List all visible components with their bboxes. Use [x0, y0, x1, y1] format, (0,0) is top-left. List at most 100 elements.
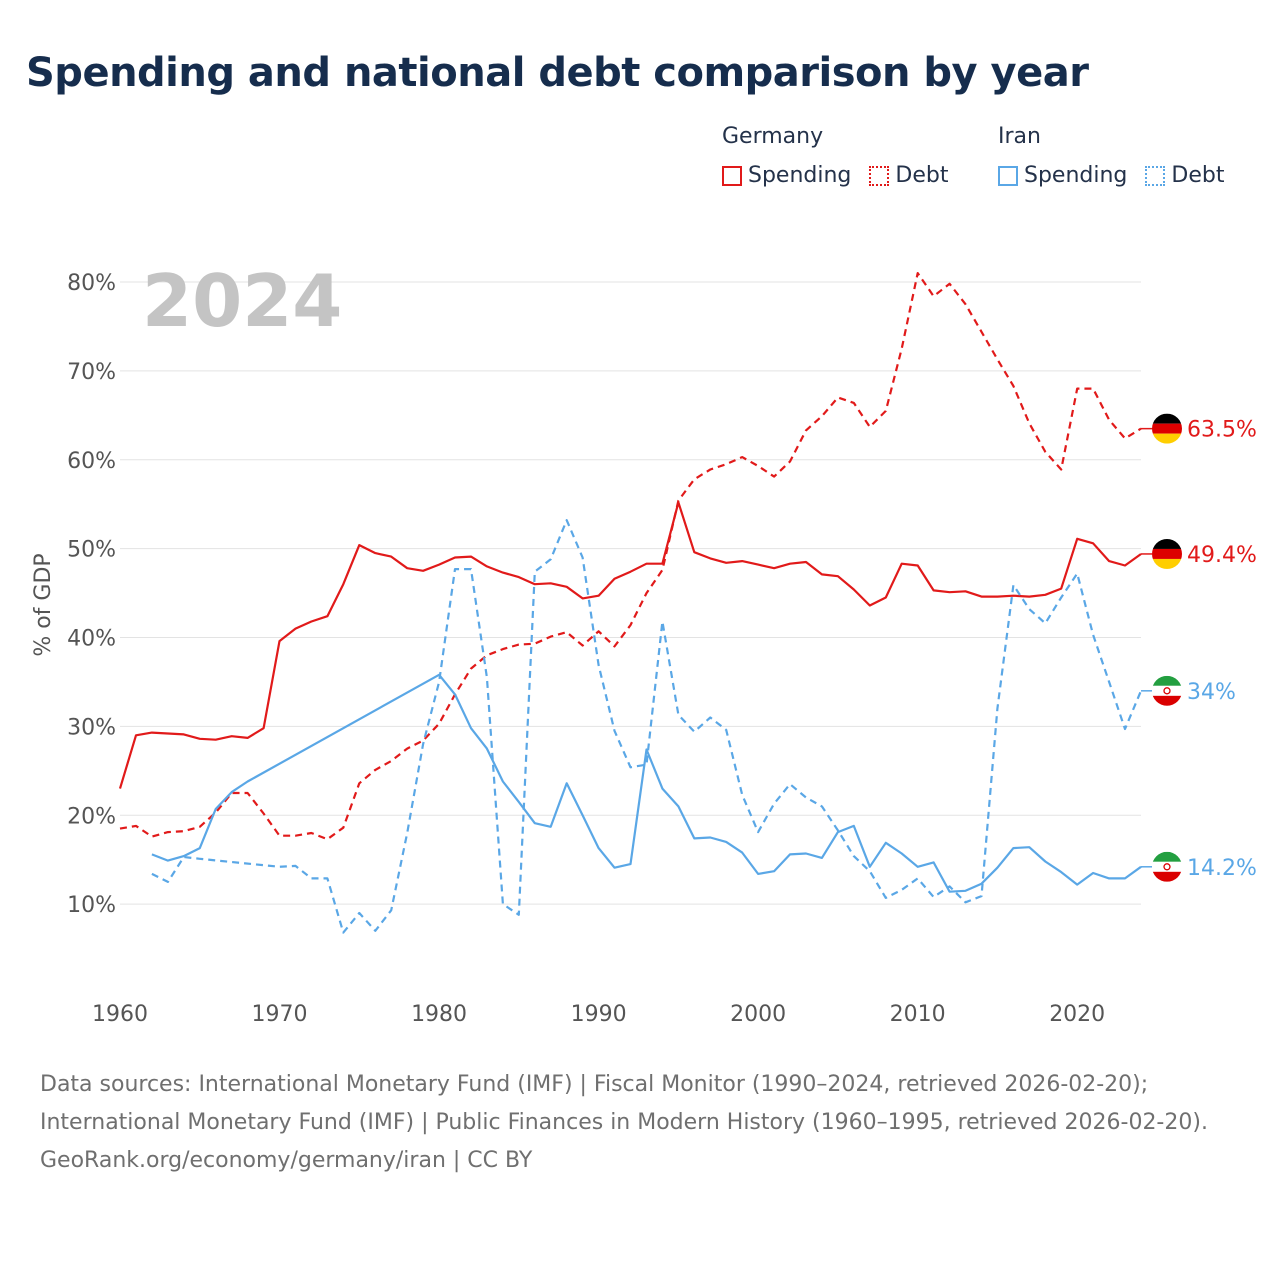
- data-point: [197, 845, 203, 851]
- data-point: [851, 823, 857, 829]
- data-point: [819, 855, 825, 861]
- data-point: [245, 735, 251, 741]
- legend-item-label: Debt: [1171, 163, 1225, 188]
- series-lines: [117, 270, 1143, 934]
- end-label-iran-spending: 14.2%: [1141, 851, 1257, 882]
- data-point: [755, 463, 761, 469]
- data-point: [292, 863, 298, 869]
- x-tick-label: 2020: [1049, 1002, 1105, 1027]
- series-iran-spending: [151, 673, 1142, 894]
- x-tick-label: 1980: [411, 1002, 467, 1027]
- data-point: [484, 563, 490, 569]
- data-point: [452, 566, 458, 572]
- data-point: [915, 270, 921, 276]
- data-point: [197, 736, 203, 742]
- data-point: [612, 865, 618, 871]
- end-label-value: 63.5%: [1187, 418, 1257, 443]
- data-point: [883, 895, 889, 901]
- data-point: [564, 584, 570, 590]
- legend-group-iran: Iran Spending Debt: [998, 124, 1224, 188]
- series-line[interactable]: [151, 519, 1143, 934]
- data-point: [1058, 595, 1064, 601]
- data-point: [1058, 467, 1064, 473]
- iran-flag-icon: [1152, 675, 1182, 706]
- attribution[interactable]: GeoRank.org/economy/germany/iran | CC BY: [40, 1148, 533, 1173]
- data-point: [388, 907, 394, 913]
- year-watermark: 2024: [142, 259, 342, 343]
- data-point: [643, 762, 649, 768]
- data-point: [835, 573, 841, 579]
- end-label-iran-debt: 34%: [1141, 675, 1236, 706]
- series-line[interactable]: [151, 673, 1142, 893]
- data-point: [596, 662, 602, 668]
- series-line[interactable]: [118, 501, 1142, 789]
- data-point: [1010, 383, 1016, 389]
- data-point: [963, 888, 969, 894]
- data-point: [580, 555, 586, 561]
- data-point: [899, 561, 905, 567]
- data-point: [452, 691, 458, 697]
- data-point: [532, 581, 538, 587]
- data-point: [931, 894, 937, 900]
- legend-item-label: Debt: [895, 163, 949, 188]
- data-point: [723, 839, 729, 845]
- data-point: [436, 721, 442, 727]
- data-point: [787, 561, 793, 567]
- data-point: [1042, 620, 1048, 626]
- legend-item-germany-spending[interactable]: Spending: [722, 163, 851, 188]
- end-labels: 63.5% 49.4% 34% 14.2%: [1141, 413, 1257, 882]
- germany-flag-icon: [1152, 413, 1182, 444]
- data-point: [1026, 594, 1032, 600]
- legend-item-iran-spending[interactable]: Spending: [998, 163, 1127, 188]
- data-point: [277, 833, 283, 839]
- legend-item-germany-debt[interactable]: Debt: [869, 163, 948, 188]
- data-point: [739, 850, 745, 856]
- data-point: [659, 786, 665, 792]
- data-point: [580, 642, 586, 648]
- data-point: [165, 730, 171, 736]
- data-point: [675, 803, 681, 809]
- data-point: [883, 408, 889, 414]
- data-point: [404, 830, 410, 836]
- data-point: [963, 588, 969, 594]
- y-tick-label: 20%: [67, 804, 116, 829]
- series-germany-spending: [117, 501, 1142, 792]
- data-point: [133, 823, 139, 829]
- legend-swatch-dotted: [869, 165, 890, 186]
- data-point: [1122, 435, 1128, 441]
- data-point: [899, 850, 905, 856]
- data-point: [723, 461, 729, 467]
- data-point: [564, 629, 570, 635]
- legend-group-name: Germany: [722, 124, 824, 149]
- data-point: [1042, 592, 1048, 598]
- data-point: [516, 574, 522, 580]
- data-point: [1074, 882, 1080, 888]
- data-point: [691, 835, 697, 841]
- data-point: [1010, 582, 1016, 588]
- data-point: [468, 725, 474, 731]
- data-point: [835, 827, 841, 833]
- data-point: [755, 562, 761, 568]
- data-point: [803, 794, 809, 800]
- x-tick-label: 2000: [730, 1002, 786, 1027]
- data-point: [484, 746, 490, 752]
- data-point: [787, 851, 793, 857]
- y-axis-title: % of GDP: [31, 553, 56, 656]
- data-point: [213, 737, 219, 743]
- data-point: [261, 725, 267, 731]
- data-point: [420, 568, 426, 574]
- data-point: [787, 781, 793, 787]
- data-point: [739, 558, 745, 564]
- data-point: [372, 928, 378, 934]
- data-point: [500, 778, 506, 784]
- data-point: [707, 714, 713, 720]
- data-point: [915, 864, 921, 870]
- data-point: [755, 871, 761, 877]
- series-line[interactable]: [119, 272, 1142, 841]
- data-point: [117, 786, 123, 792]
- data-point: [133, 732, 139, 738]
- legend-item-iran-debt[interactable]: Debt: [1145, 163, 1224, 188]
- data-point: [245, 790, 251, 796]
- data-point: [851, 400, 857, 406]
- data-point: [261, 810, 267, 816]
